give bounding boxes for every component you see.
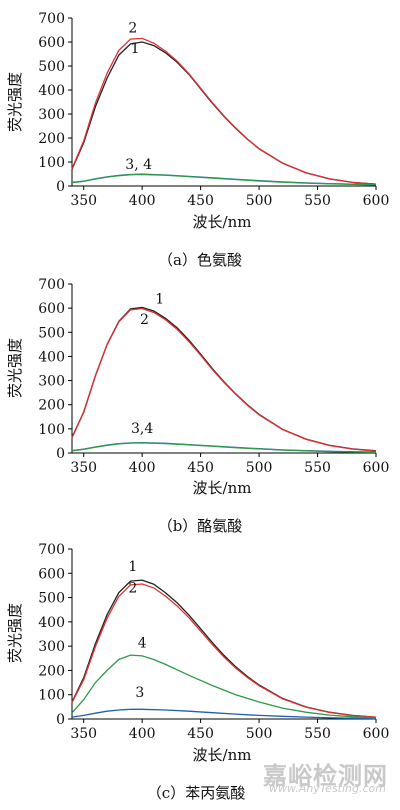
curve-label: 3,4	[131, 421, 153, 437]
y-tick-label: 200	[38, 398, 65, 414]
x-axis-label: 波长/nm	[193, 213, 252, 231]
watermark-text-cn: 嘉峪检测网	[263, 762, 388, 790]
curve-label: 2	[140, 312, 149, 328]
curve-label: 2	[128, 20, 137, 36]
y-tick-label: 500	[38, 591, 65, 607]
x-tick-label: 400	[129, 193, 156, 209]
y-tick-label: 0	[56, 179, 65, 195]
y-tick-label: 0	[56, 446, 65, 462]
curve-label: 1	[128, 559, 137, 575]
x-tick-label: 500	[246, 193, 273, 209]
y-tick-label: 600	[38, 566, 65, 582]
x-tick-label: 500	[246, 460, 273, 476]
x-axis-label: 波长/nm	[193, 746, 252, 764]
y-axis-label: 荧光强度	[6, 603, 24, 663]
curve-label: 3, 4	[125, 157, 152, 173]
x-tick-label: 600	[363, 460, 390, 476]
curve-label: 3	[135, 685, 144, 701]
y-axis-label: 荧光强度	[6, 72, 24, 132]
y-tick-label: 200	[38, 131, 65, 147]
x-tick-label: 600	[363, 726, 390, 742]
y-tick-label: 600	[38, 35, 65, 51]
series-line-2	[71, 37, 377, 185]
series-line-4	[71, 654, 377, 719]
panel-caption: （c）苯丙氨酸	[147, 784, 245, 802]
series-line-1	[71, 41, 377, 185]
series-line-1	[71, 306, 377, 452]
y-tick-label: 500	[38, 59, 65, 75]
x-tick-label: 350	[70, 460, 97, 476]
y-tick-label: 200	[38, 663, 65, 679]
series-line-4	[71, 173, 377, 186]
series-line-1	[71, 579, 377, 718]
curve-label: 4	[138, 635, 147, 651]
x-tick-label: 400	[129, 726, 156, 742]
series-line-2	[71, 307, 377, 452]
chart-panel-c: 0 100 200 300 400 500 600 700 350 400 450 500 550 600…	[6, 542, 389, 802]
y-tick-label: 700	[38, 11, 65, 27]
y-tick-label: 300	[38, 374, 65, 390]
y-tick-label: 500	[38, 325, 65, 341]
x-tick-label: 450	[187, 726, 214, 742]
y-tick-label: 100	[38, 422, 65, 438]
x-tick-label: 400	[129, 460, 156, 476]
watermark: 嘉峪检测网 www.AnyTesting.com	[238, 756, 388, 796]
y-tick-label: 0	[56, 712, 65, 728]
y-tick-label: 700	[38, 542, 65, 558]
y-tick-label: 300	[38, 107, 65, 123]
x-axis-label: 波长/nm	[193, 479, 252, 497]
chart-panel-a: 0 100 200 300 400 500 600 700 350 400 450 500 550 600…	[6, 11, 389, 269]
chart-panel-b: 0 100 200 300 400 500 600 700 350 400 450 500 550 600…	[6, 277, 389, 535]
series-line-4	[71, 442, 377, 453]
y-tick-label: 400	[38, 349, 65, 365]
y-tick-label: 100	[38, 155, 65, 171]
y-axis-label: 荧光强度	[6, 338, 24, 398]
y-tick-label: 600	[38, 301, 65, 317]
series-line-2	[71, 583, 377, 718]
x-tick-label: 550	[304, 193, 331, 209]
x-tick-label: 350	[70, 726, 97, 742]
panel-caption: （a）色氨酸	[158, 251, 242, 269]
y-tick-label: 400	[38, 615, 65, 631]
curve-label: 1	[155, 291, 164, 307]
y-tick-label: 100	[38, 688, 65, 704]
x-tick-label: 600	[363, 193, 390, 209]
y-tick-label: 400	[38, 83, 65, 99]
x-tick-label: 500	[246, 726, 273, 742]
x-tick-label: 550	[304, 726, 331, 742]
x-tick-label: 450	[187, 193, 214, 209]
x-tick-label: 450	[187, 460, 214, 476]
watermark-text-en: www.AnyTesting.com	[269, 782, 386, 795]
y-tick-label: 700	[38, 277, 65, 293]
panel-caption: （b）酪氨酸	[158, 517, 243, 535]
curve-label: 1	[131, 41, 140, 57]
y-tick-label: 300	[38, 639, 65, 655]
x-tick-label: 350	[70, 193, 97, 209]
curve-label: 2	[128, 581, 137, 597]
series-line-3	[71, 708, 377, 720]
x-tick-label: 550	[304, 460, 331, 476]
